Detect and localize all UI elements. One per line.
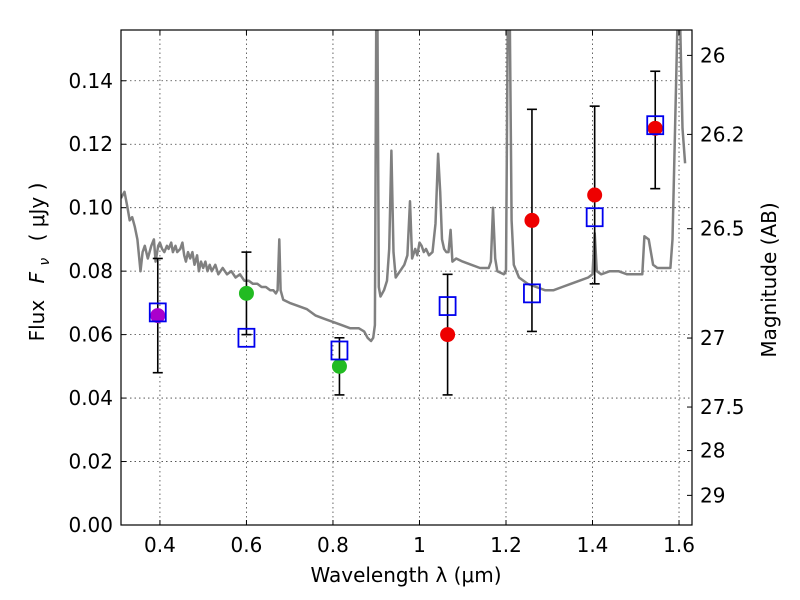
x-axis-title: Wavelength λ (μm) bbox=[310, 563, 501, 587]
y-tick-label: 0.12 bbox=[68, 132, 113, 156]
observed-point bbox=[524, 212, 540, 228]
y-tick-label: 0.06 bbox=[68, 323, 113, 347]
observed-point bbox=[587, 187, 603, 203]
observed-point bbox=[150, 308, 166, 324]
y-tick-label: 0.14 bbox=[68, 69, 113, 93]
y-tick-label: 0.02 bbox=[68, 450, 113, 474]
x-tick-label: 1 bbox=[413, 533, 426, 557]
right-tick-label: 26.5 bbox=[700, 217, 745, 241]
model-sed-layer bbox=[121, 30, 687, 343]
y-axis-title-symbol: F bbox=[25, 271, 49, 283]
model-point bbox=[585, 207, 604, 228]
x-tick-label: 0.6 bbox=[231, 533, 263, 557]
model-points bbox=[148, 115, 665, 361]
ticks bbox=[121, 30, 692, 526]
observed-point bbox=[238, 285, 254, 301]
right-tick-label: 29 bbox=[700, 483, 725, 507]
model-point bbox=[523, 283, 541, 304]
right-tick-label: 27 bbox=[700, 326, 725, 350]
right-tick-label: 27.5 bbox=[700, 395, 745, 419]
y-tick-labels: 0.00 0.02 0.04 0.06 0.08 0.10 0.12 0.14 bbox=[68, 69, 113, 537]
x-tick-label: 0.4 bbox=[144, 533, 176, 557]
x-tick-label: 1.2 bbox=[490, 533, 522, 557]
model-point bbox=[646, 115, 665, 136]
y-tick-label: 0.00 bbox=[68, 513, 113, 537]
observed-point bbox=[647, 120, 663, 136]
y-axis-title: Flux F ν ( μJy ) bbox=[25, 183, 54, 342]
model-sed-curve bbox=[121, 30, 687, 343]
right-tick-label: 26 bbox=[700, 43, 725, 67]
model-point bbox=[237, 327, 256, 348]
y-axis-title-unit: ( μJy ) bbox=[25, 183, 49, 242]
x-tick-label: 0.8 bbox=[317, 533, 349, 557]
x-tick-label: 1.6 bbox=[663, 533, 695, 557]
right-tick-labels: 26 26.2 26.5 27 27.5 28 29 bbox=[700, 43, 745, 507]
right-axis-title: Magnitude (AB) bbox=[757, 202, 781, 357]
model-point bbox=[330, 340, 349, 361]
x-tick-label: 1.4 bbox=[577, 533, 609, 557]
right-tick-label: 26.2 bbox=[700, 122, 745, 146]
y-tick-label: 0.08 bbox=[68, 259, 113, 283]
y-tick-label: 0.10 bbox=[68, 196, 113, 220]
observed-point bbox=[440, 327, 456, 343]
model-point bbox=[438, 296, 457, 316]
plot-frame bbox=[120, 29, 693, 526]
y-axis-title-subscript: ν bbox=[37, 258, 53, 266]
right-tick-label: 28 bbox=[700, 439, 725, 463]
y-tick-label: 0.04 bbox=[68, 386, 113, 410]
observed-point bbox=[331, 358, 347, 374]
x-tick-labels: 0.4 0.6 0.8 1 1.2 1.4 1.6 bbox=[144, 533, 695, 557]
observed-points bbox=[150, 120, 663, 374]
y-axis-title-flux: Flux bbox=[25, 300, 49, 342]
model-point bbox=[148, 302, 167, 323]
